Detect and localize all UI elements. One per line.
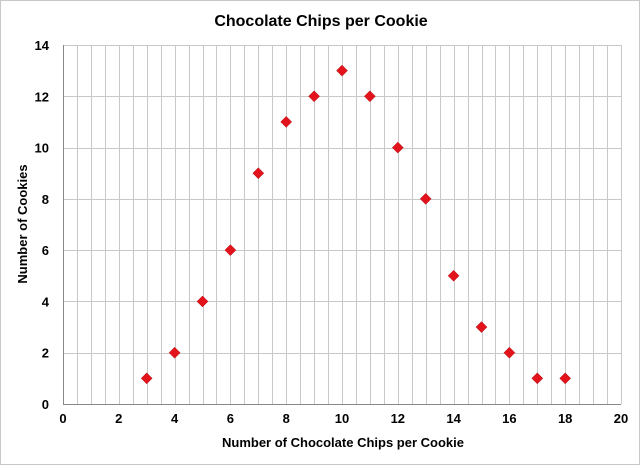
data-point-diamond (224, 244, 237, 256)
x-tick-label: 14 (446, 411, 461, 426)
x-tick-labels: 0 2 4 6 8 10 12 14 16 18 20 (59, 411, 628, 426)
y-tick-label: 10 (35, 141, 49, 156)
x-tick-label: 8 (283, 411, 290, 426)
x-tick-label: 18 (558, 411, 572, 426)
y-axis-label: Number of Cookies (15, 164, 30, 283)
x-tick-label: 16 (502, 411, 516, 426)
data-point-diamond (336, 64, 348, 77)
x-tick-label: 12 (391, 411, 405, 426)
data-point-diamond (364, 90, 376, 103)
y-tick-label: 6 (42, 243, 49, 258)
y-tick-label: 14 (35, 38, 50, 53)
y-tick-labels: 0 2 4 6 8 10 12 14 (35, 38, 50, 412)
data-point-diamond (196, 295, 209, 308)
y-tick-label: 0 (42, 397, 49, 412)
chart-title: Chocolate Chips per Cookie (214, 13, 427, 30)
x-tick-label: 20 (614, 411, 628, 426)
y-tick-label: 4 (42, 294, 50, 309)
x-tick-label: 4 (171, 411, 179, 426)
x-tick-label: 2 (115, 411, 122, 426)
data-point-diamond (308, 90, 320, 103)
data-point-diamond (252, 167, 265, 180)
data-point-diamond (503, 346, 516, 359)
x-tick-label: 0 (59, 411, 66, 426)
grid (63, 45, 622, 404)
data-point-diamond (447, 269, 460, 282)
y-tick-label: 8 (42, 192, 49, 207)
x-axis-label: Number of Chocolate Chips per Cookie (222, 435, 464, 450)
x-tick-label: 10 (335, 411, 349, 426)
data-point-diamond (475, 321, 488, 333)
y-tick-label: 2 (42, 346, 49, 361)
data-point-diamond (419, 193, 432, 205)
y-tick-label: 12 (35, 89, 49, 104)
data-point-diamond (559, 372, 572, 385)
data-point-diamond (280, 116, 293, 128)
data-point-diamond (531, 372, 544, 385)
data-point-diamond (140, 372, 153, 385)
x-tick-label: 6 (227, 411, 234, 426)
data-point-diamond (391, 141, 404, 154)
data-points (140, 64, 572, 385)
axes (63, 45, 621, 405)
data-point-diamond (168, 346, 181, 359)
